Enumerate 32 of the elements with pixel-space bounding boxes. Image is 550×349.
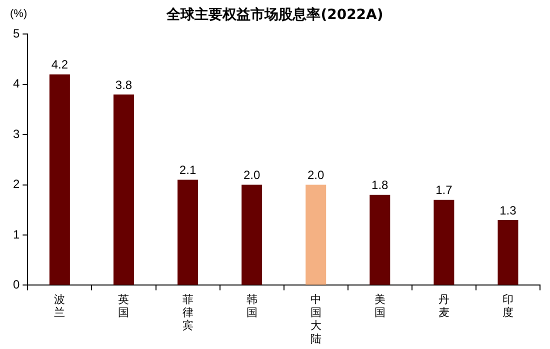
x-tick-label: 韩国 bbox=[246, 292, 258, 320]
bar bbox=[498, 220, 518, 285]
data-label: 1.3 bbox=[500, 203, 517, 218]
bar bbox=[434, 200, 454, 285]
y-tick-label: 0 bbox=[12, 278, 20, 292]
x-tick-label: 英国 bbox=[118, 292, 130, 320]
data-label: 2.1 bbox=[179, 163, 196, 178]
y-tick-label: 5 bbox=[12, 26, 20, 41]
bar bbox=[178, 180, 198, 285]
data-label: 2.0 bbox=[243, 168, 260, 182]
data-label: 4.2 bbox=[51, 58, 68, 72]
x-tick-label: 菲律宾 bbox=[182, 292, 194, 332]
bar bbox=[49, 74, 70, 285]
y-tick-label: 2 bbox=[12, 177, 20, 192]
y-axis-title: (%) bbox=[10, 8, 28, 20]
y-tick-label: 3 bbox=[12, 126, 20, 141]
bar bbox=[306, 184, 326, 285]
bar bbox=[370, 194, 390, 285]
chart-title: 全球主要权益市场股息率(2022A) bbox=[166, 7, 384, 23]
data-label: 1.8 bbox=[372, 178, 389, 192]
bar bbox=[113, 94, 134, 285]
bar bbox=[242, 184, 262, 285]
data-label: 3.8 bbox=[115, 78, 132, 92]
x-tick-label: 美国 bbox=[374, 292, 386, 320]
x-tick-label: 中国大陆 bbox=[310, 292, 322, 346]
x-tick-label: 波兰 bbox=[54, 292, 66, 320]
y-tick-label: 4 bbox=[12, 76, 20, 91]
x-tick-label: 丹麦 bbox=[438, 294, 450, 320]
x-tick-label: 印度 bbox=[502, 292, 514, 320]
y-tick-label: 1 bbox=[12, 227, 20, 242]
data-label: 1.7 bbox=[436, 183, 453, 198]
data-label: 2.0 bbox=[308, 168, 325, 182]
